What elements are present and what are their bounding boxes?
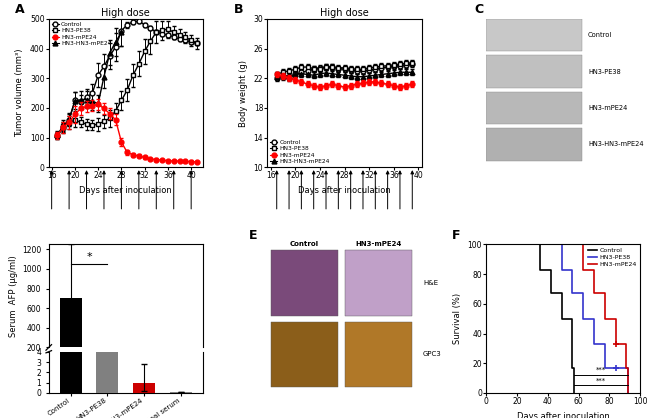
Text: HN3-PE38: HN3-PE38 bbox=[588, 69, 621, 74]
Y-axis label: Tumor volume (mm³): Tumor volume (mm³) bbox=[16, 49, 25, 137]
Text: HN3-HN3-mPE24: HN3-HN3-mPE24 bbox=[588, 141, 644, 147]
Text: ***: *** bbox=[596, 367, 606, 373]
Title: High dose: High dose bbox=[320, 8, 369, 18]
X-axis label: Days after inoculation: Days after inoculation bbox=[79, 186, 172, 195]
Bar bbox=[60, 0, 82, 393]
Title: High dose: High dose bbox=[101, 8, 150, 18]
Text: E: E bbox=[249, 229, 257, 242]
Y-axis label: Survival (%): Survival (%) bbox=[453, 293, 462, 344]
Legend: Control, HN3-PE38, HN3-mPE24, HN3-HN3-mPE24: Control, HN3-PE38, HN3-mPE24, HN3-HN3-mP… bbox=[51, 22, 111, 46]
Y-axis label: Serum  AFP (μg/ml): Serum AFP (μg/ml) bbox=[8, 255, 18, 337]
X-axis label: Days after inoculation: Days after inoculation bbox=[298, 186, 391, 195]
Text: HN3-mPE24: HN3-mPE24 bbox=[355, 242, 402, 247]
Text: F: F bbox=[452, 229, 461, 242]
Bar bbox=[270, 250, 339, 316]
Text: HN3-mPE24: HN3-mPE24 bbox=[588, 105, 627, 111]
Bar bbox=[344, 322, 412, 387]
Bar bbox=[486, 92, 582, 124]
Bar bbox=[486, 55, 582, 88]
Text: *: * bbox=[86, 252, 92, 262]
Text: Control: Control bbox=[588, 32, 612, 38]
Bar bbox=[96, 0, 118, 393]
Text: A: A bbox=[15, 3, 25, 16]
X-axis label: Days after inoculation: Days after inoculation bbox=[517, 412, 610, 418]
Text: ***: *** bbox=[596, 377, 606, 383]
Bar bbox=[270, 322, 339, 387]
Text: Control: Control bbox=[290, 242, 319, 247]
Bar bbox=[486, 128, 582, 161]
Text: C: C bbox=[474, 3, 483, 16]
Bar bbox=[96, 359, 118, 367]
Y-axis label: Body weight (g): Body weight (g) bbox=[239, 59, 248, 127]
Text: GPC3: GPC3 bbox=[423, 351, 442, 357]
Bar bbox=[133, 382, 155, 393]
Legend: Control, HN3-PE38, HN3-mPE24, HN3-HN3-mPE24: Control, HN3-PE38, HN3-mPE24, HN3-HN3-mP… bbox=[270, 140, 330, 164]
Text: H&E: H&E bbox=[423, 280, 438, 286]
Text: B: B bbox=[233, 3, 243, 16]
Bar bbox=[344, 250, 412, 316]
Bar bbox=[60, 298, 82, 367]
Bar bbox=[486, 19, 582, 51]
Legend: Control, HN3-PE38, HN3-mPE24: Control, HN3-PE38, HN3-mPE24 bbox=[588, 247, 637, 268]
